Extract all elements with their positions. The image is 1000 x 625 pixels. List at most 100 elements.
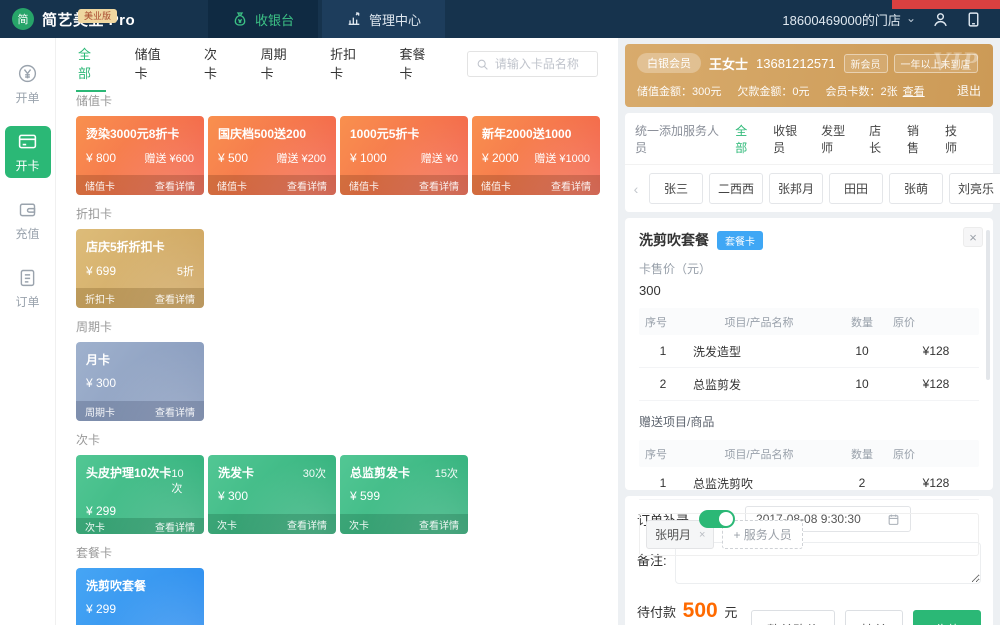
top-nav: 收银台 管理中心 [208,0,449,38]
card-title: 烫染3000元8折卡 [86,127,180,141]
product-card[interactable]: 店庆5折折扣卡 ¥ 699 5折 折扣卡 查看详情 [76,229,204,308]
card-section-discount: 折扣卡 店庆5折折扣卡 ¥ 699 5折 折扣卡 查看详情 [76,205,610,308]
makeup-order-toggle[interactable] [699,510,736,528]
user-icon[interactable] [932,11,949,28]
nav-cashier[interactable]: 收银台 [208,0,319,38]
staff-chip[interactable]: 张三 [649,173,703,204]
card-gift: 赠送 ¥600 [144,153,194,165]
card-detail-link[interactable]: 查看详情 [155,522,195,534]
order-panel: 订单补录 2017-08-08 9:30:30 备注: 待付款 500 [625,496,993,625]
sidebar-item-label: 开卡 [15,158,40,173]
card-type: 次卡 [85,522,105,534]
staff-role-tab[interactable]: 全部 [735,124,748,155]
remove-icon[interactable] [699,529,705,541]
card-title: 洗剪吹套餐 [86,579,147,593]
payable-label: 待付款 [637,605,677,620]
card-type: 储值卡 [349,181,379,193]
product-card[interactable]: 国庆档500送200 ¥ 500 赠送 ¥200 储值卡 查看详情 [208,116,336,195]
product-card[interactable]: 新年2000送1000 ¥ 2000 赠送 ¥1000 储值卡 查看详情 [472,116,600,195]
table-header-cell: 数量 [851,316,873,329]
nav-cashier-label: 收银台 [255,12,295,28]
member-panel: 白银会员 王女士 13681212571 新会员 一年以上未到店 VIP 储值金额… [625,44,993,107]
card-gift: 赠送 ¥0 [420,153,458,165]
store-name: 18600469000的门店 [782,12,901,28]
sidebar-item-open-card[interactable]: 开卡 [4,126,51,178]
card-title: 洗发卡 [218,466,255,480]
store-selector[interactable]: 18600469000的门店 [782,10,916,29]
staff-role-tab[interactable]: 销售 [907,124,920,155]
collect-payment-button[interactable]: 收款 [912,609,981,625]
change-order-price-button[interactable]: 整单改价 [750,609,835,625]
payable-unit: 元 [724,605,738,620]
add-staff-button[interactable]: + 服务人员 [722,520,803,549]
moneybag-icon [234,12,246,26]
product-card[interactable]: 总监剪发卡 15次 ¥ 599 次卡 查看详情 [340,455,468,534]
hold-order-button[interactable]: 挂单 [844,609,903,625]
product-card[interactable]: 1000元5折卡 ¥ 1000 赠送 ¥0 储值卡 查看详情 [340,116,468,195]
search-input[interactable] [494,57,589,71]
cell-name: 洗发造型 [693,344,742,359]
totals: 待付款 500 元 优惠: 0 元 [637,594,737,625]
member-tag: 一年以上未到店 [893,53,978,73]
cell-qty: 10 [855,377,869,391]
card-price: ¥ 500 [218,151,249,165]
note-input[interactable] [674,542,981,584]
product-card[interactable]: 头皮护理10次卡 10次 ¥ 299 次卡 查看详情 [76,455,204,534]
staff-role-tab[interactable]: 发型师 [821,124,846,155]
product-card[interactable]: 烫染3000元8折卡 ¥ 800 赠送 ¥600 储值卡 查看详情 [76,116,204,195]
catalog-tab[interactable]: 周期卡 [260,47,287,81]
product-card[interactable]: 洗发卡 30次 ¥ 300 次卡 查看详情 [208,455,336,534]
brand: 简 简艺美业 Pro 美业版 [0,8,190,30]
staff-chip[interactable]: 二西西 [709,173,763,204]
card-detail-link[interactable]: 查看详情 [551,181,591,193]
cell-name: 总监剪发 [693,377,742,392]
catalog-tab[interactable]: 套餐卡 [399,47,426,81]
card-detail-link[interactable]: 查看详情 [155,407,195,419]
close-icon[interactable] [963,227,983,247]
card-detail-link[interactable]: 查看详情 [287,181,327,193]
member-level-badge: 白银会员 [637,53,701,73]
sidebar-item-recharge[interactable]: 充值 [5,194,51,246]
card-price-value[interactable]: 300 [639,283,661,298]
scrollbar-thumb[interactable] [986,230,990,380]
card-detail-link[interactable]: 查看详情 [419,181,459,193]
card-title: 国庆档500送200 [218,127,307,141]
card-gift: 赠送 ¥200 [276,153,326,165]
catalog-tab[interactable]: 折扣卡 [330,47,357,81]
card-detail-link[interactable]: 查看详情 [155,181,195,193]
staff-chip[interactable]: 张邦月 [769,173,823,204]
staff-chip[interactable]: 田田 [829,173,883,204]
product-search[interactable] [466,51,598,77]
cell-price: ¥128 [922,377,950,391]
member-exit-button[interactable]: 退出 [956,84,981,98]
device-icon[interactable] [965,11,982,28]
sidebar-item-billing[interactable]: 开单 [5,58,51,110]
staff-chip[interactable]: 刘亮乐 [949,173,1000,204]
catalog-tab[interactable]: 次卡 [204,47,218,81]
staff-chip[interactable]: 张萌 [889,173,943,204]
product-card[interactable]: 月卡 ¥ 300 周期卡 查看详情 [76,342,204,421]
scroll-left-icon[interactable] [629,181,643,197]
card-detail-link[interactable]: 查看详情 [419,520,459,532]
card-detail-link[interactable]: 查看详情 [287,520,327,532]
service-staff-row: 张明月 + 服务人员 [639,513,979,556]
card-price: ¥ 300 [218,489,249,503]
product-card[interactable]: 洗剪吹套餐 ¥ 299 自定义卡查看详情 [76,568,204,625]
catalog-tab[interactable]: 储值卡 [134,47,161,81]
card-title: 1000元5折卡 [350,127,420,141]
header-right: 18600469000的门店 [782,10,1000,29]
staff-role-tab[interactable]: 技师 [945,124,958,155]
card-title: 头皮护理10次卡 [86,466,172,480]
card-detail-link[interactable]: 查看详情 [155,294,195,306]
calendar-icon [888,514,899,525]
cell-index: 1 [659,476,667,490]
staff-role-tab[interactable]: 收银员 [773,124,798,155]
sidebar-item-orders[interactable]: 订单 [5,262,51,314]
table-header-cell: 序号 [645,316,667,329]
nav-admin[interactable]: 管理中心 [322,0,446,38]
card-price: ¥ 599 [350,489,381,503]
staff-role-tab[interactable]: 店长 [869,124,882,155]
catalog-tab[interactable]: 全部 [76,38,106,92]
view-cards-link[interactable]: 查看 [902,85,925,98]
